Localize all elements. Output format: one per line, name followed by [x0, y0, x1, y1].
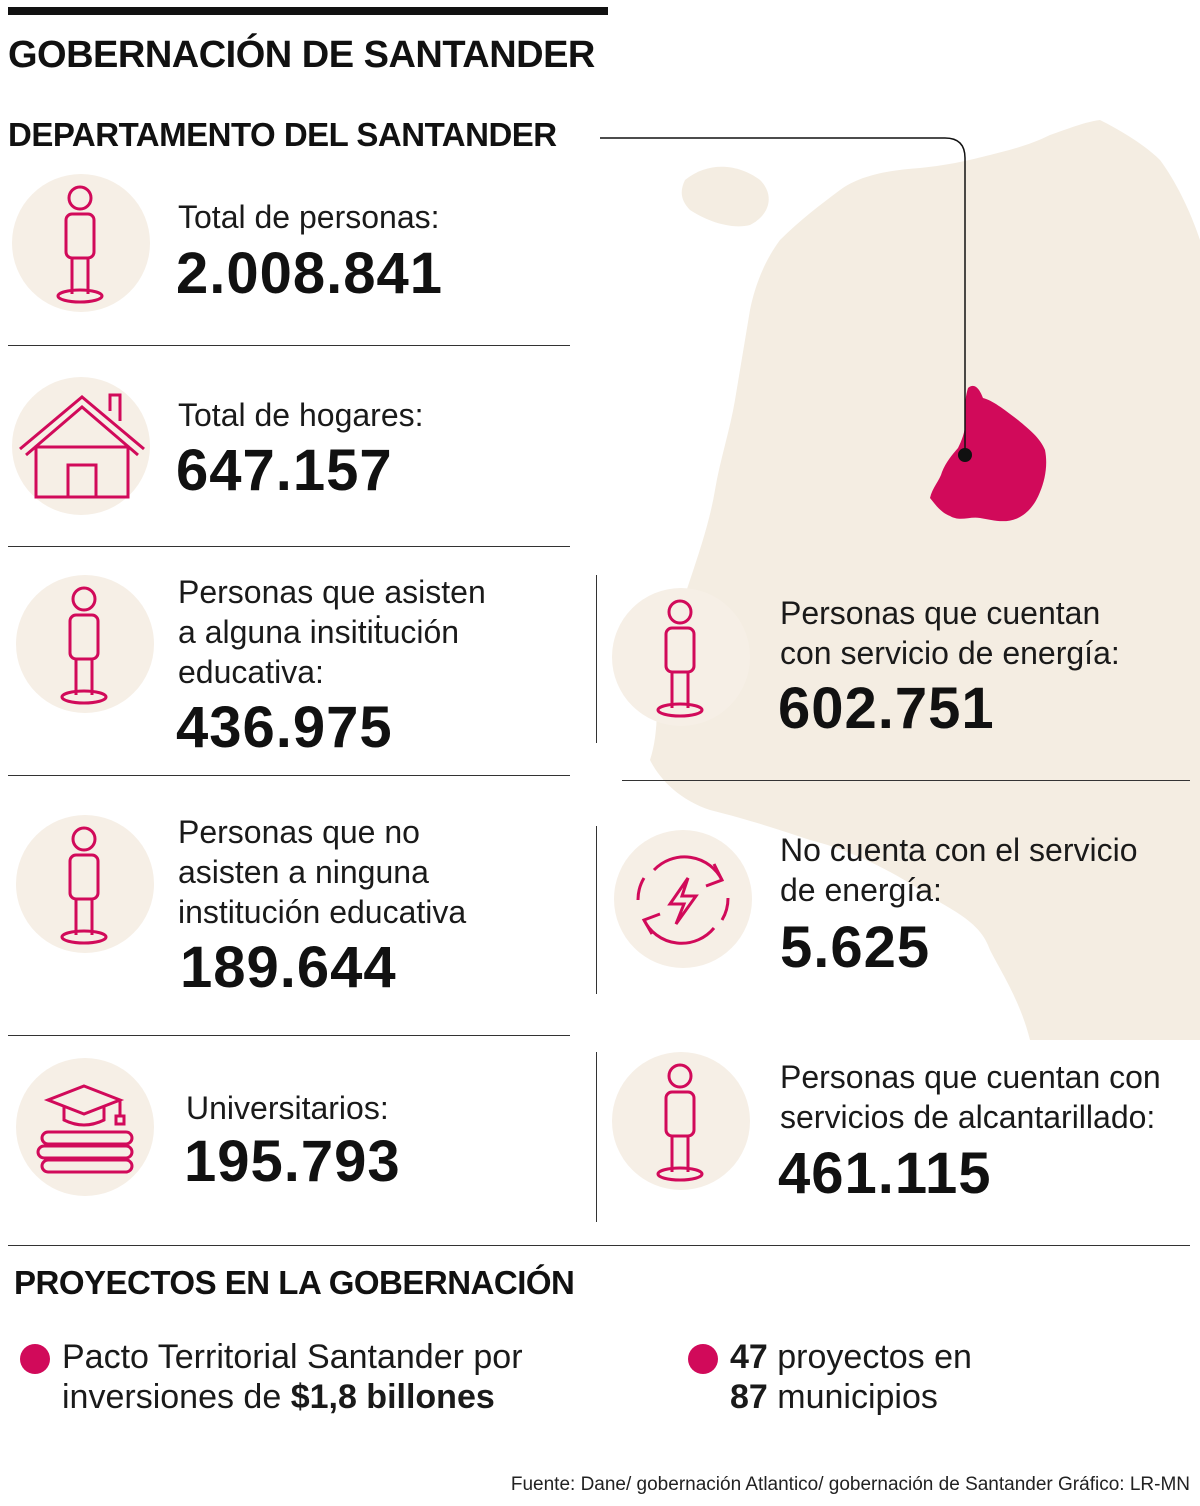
vertical-divider: [596, 826, 597, 994]
universitarios-value: 195.793: [184, 1129, 401, 1194]
colombia-outline: [650, 120, 1200, 1040]
total-hogares-label: Total de hogares:: [178, 397, 424, 433]
project-2-rest-1: proyectos en: [767, 1338, 972, 1376]
house-icon: [19, 393, 145, 499]
sin-energia-value: 5.625: [780, 915, 931, 980]
project-1-prefix: inversiones de: [62, 1378, 291, 1416]
project-2-count: 47: [730, 1338, 768, 1376]
projects-title: PROYECTOS EN LA GOBERNACIÓN: [14, 1264, 575, 1301]
project-1-amount: $1,8 billones: [290, 1378, 495, 1416]
person-icon: [60, 826, 108, 945]
source-credit: Fuente: Dane/ gobernación Atlantico/ gob…: [510, 1474, 1190, 1495]
person-icon: [656, 1063, 704, 1182]
no-asisten-value: 189.644: [180, 935, 397, 1000]
total-personas-label: Total de personas:: [178, 199, 440, 235]
person-icon-circle: [612, 1052, 750, 1190]
person-icon-circle: [12, 174, 150, 312]
sin-energia-label-1: No cuenta con el servicio: [780, 832, 1138, 868]
energia-label-2: con servicio de energía:: [780, 635, 1120, 671]
sin-energia-label-2: de energía:: [780, 872, 942, 908]
project-2-rest-2: municipios: [767, 1378, 938, 1416]
asisten-label-1: Personas que asisten: [178, 574, 486, 610]
universitarios-label: Universitarios:: [186, 1090, 389, 1126]
person-icon-circle: [16, 815, 154, 953]
graduation-books-icon: [36, 1084, 134, 1174]
house-icon-circle: [12, 377, 150, 515]
top-rule: [8, 7, 608, 15]
energy-cycle-icon: [636, 855, 730, 945]
project-2-line-1: 47 proyectos en: [730, 1337, 972, 1377]
vertical-divider: [596, 575, 597, 743]
divider: [8, 546, 570, 547]
page-title: GOBERNACIÓN DE SANTANDER: [8, 34, 595, 76]
colombia-map: [600, 120, 1200, 1040]
asisten-label-3: educativa:: [178, 654, 324, 690]
total-personas-value: 2.008.841: [176, 241, 444, 306]
divider: [8, 775, 570, 776]
alcantarillado-label-2: servicios de alcantarillado:: [780, 1099, 1156, 1135]
pointer-line: [600, 137, 966, 455]
pointer-dot: [958, 448, 972, 462]
project-1-line-2: inversiones de $1,8 billones: [62, 1377, 495, 1417]
total-hogares-value: 647.157: [176, 438, 393, 503]
no-asisten-label-1: Personas que no: [178, 814, 420, 850]
divider: [8, 345, 570, 346]
section-title: DEPARTAMENTO DEL SANTANDER: [8, 116, 557, 153]
asisten-label-2: a alguna insitiṫución: [178, 614, 460, 650]
graduation-icon-circle: [16, 1058, 154, 1196]
divider: [8, 1245, 1190, 1246]
asisten-value: 436.975: [176, 695, 393, 760]
person-icon: [60, 586, 108, 705]
alcantarillado-value: 461.115: [778, 1141, 992, 1206]
santander-region: [930, 385, 1047, 522]
person-icon-circle: [16, 575, 154, 713]
no-asisten-label-3: institución educativa: [178, 894, 467, 930]
project-2-line-2: 87 municipios: [730, 1377, 938, 1417]
energy-icon-circle: [614, 830, 752, 968]
alcantarillado-label-1: Personas que cuentan con: [780, 1059, 1161, 1095]
divider: [622, 780, 1190, 781]
energia-label-1: Personas que cuentan: [780, 595, 1101, 631]
energia-value: 602.751: [778, 676, 995, 741]
person-icon-circle: [612, 588, 750, 726]
person-icon: [56, 185, 104, 304]
no-asisten-label-2: asisten a ninguna: [178, 854, 429, 890]
bullet-icon: [688, 1344, 718, 1374]
project-2-municipios: 87: [730, 1378, 768, 1416]
person-icon: [656, 599, 704, 718]
bullet-icon: [20, 1344, 50, 1374]
vertical-divider: [596, 1052, 597, 1222]
divider: [8, 1035, 570, 1036]
project-1-line-1: Pacto Territorial Santander por: [62, 1338, 523, 1376]
colombia-north-coast: [681, 166, 769, 227]
